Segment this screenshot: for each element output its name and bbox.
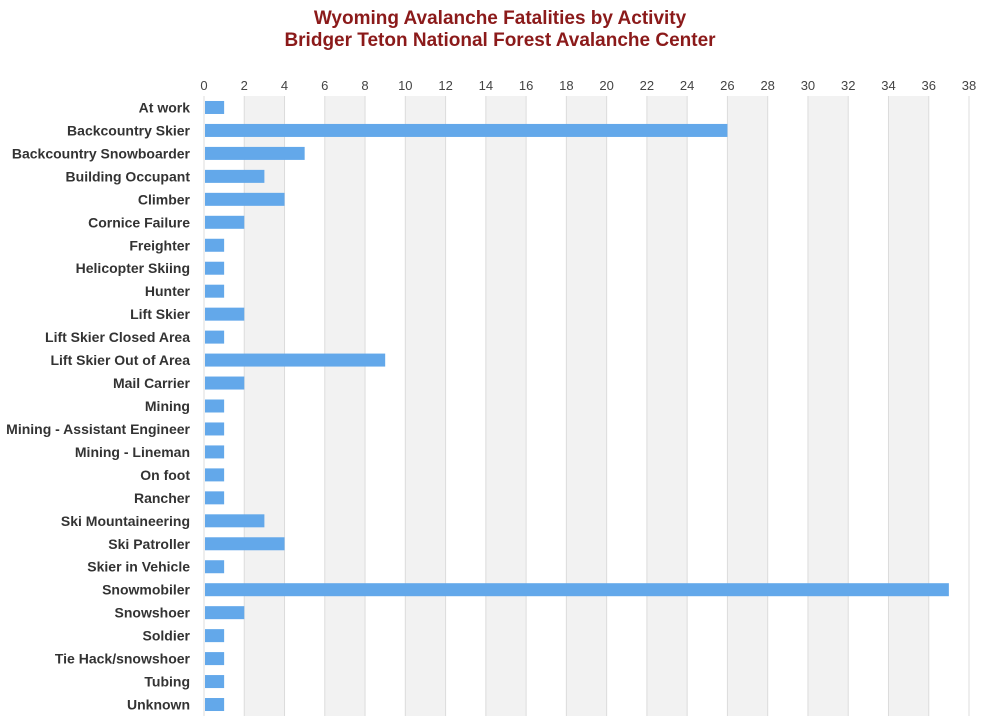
bar [205,238,225,252]
category-label: Climber [138,191,191,207]
chart-subtitle: Bridger Teton National Forest Avalanche … [284,30,716,51]
category-label: Cornice Failure [88,214,190,230]
bar [205,376,245,390]
grid-band [324,96,366,716]
x-tick-label: 32 [841,78,855,93]
x-tick-label: 22 [640,78,654,93]
category-label: Unknown [127,697,190,713]
grid-band [244,96,285,716]
x-tick-label: 24 [680,78,694,93]
x-tick-label: 28 [760,78,774,93]
x-tick-label: 0 [200,78,207,93]
bar [205,560,225,574]
grid-band [405,96,446,716]
category-label: Soldier [143,628,191,644]
grid-band [646,96,688,716]
category-label: Ski Mountaineering [61,513,190,529]
bar [205,100,225,114]
category-label: Backcountry Skier [67,122,190,138]
bar [205,514,265,528]
x-tick-label: 4 [281,78,288,93]
bar [205,491,225,505]
bar [205,330,225,344]
category-label: Tie Hack/snowshoer [55,651,191,667]
category-label: Freighter [129,237,190,253]
category-label: Helicopter Skiing [76,260,190,276]
x-tick-label: 36 [922,78,936,93]
category-label: Mining - Assistant Engineer [6,421,190,437]
bar [205,215,245,229]
category-label: Rancher [134,490,191,506]
x-tick-label: 2 [241,78,248,93]
bar [205,606,245,620]
x-tick-label: 10 [398,78,412,93]
x-tick-label: 20 [599,78,613,93]
x-tick-label: 34 [881,78,895,93]
bar [205,353,386,367]
category-label: Building Occupant [66,168,191,184]
bar [205,169,265,183]
chart-title: Wyoming Avalanche Fatalities by Activity [313,8,687,29]
x-tick-label: 14 [479,78,493,93]
grid-band [727,96,768,716]
bar [205,445,225,459]
category-label: Skier in Vehicle [87,559,190,575]
category-label: Mining - Lineman [75,444,190,460]
bar [205,629,225,643]
grid-band [485,96,527,716]
category-label: Snowmobiler [102,582,190,598]
bar [205,675,225,689]
category-label: Backcountry Snowboarder [12,145,191,161]
x-tick-label: 30 [801,78,815,93]
category-label: Lift Skier Out of Area [50,352,190,368]
category-label: Snowshoer [115,605,191,621]
category-label: Mining [145,398,190,414]
category-label: Hunter [145,283,191,299]
category-label: Mail Carrier [113,375,191,391]
x-tick-label: 6 [321,78,328,93]
x-tick-label: 18 [559,78,573,93]
bar [205,123,728,137]
bar [205,307,245,321]
bar [205,422,225,436]
category-label: Lift Skier [130,306,190,322]
bar [205,652,225,666]
bar [205,399,225,413]
x-tick-label: 12 [438,78,452,93]
x-tick-label: 16 [519,78,533,93]
category-label: On foot [140,467,190,483]
grid-band [888,96,929,716]
bar [205,284,225,298]
bar [205,698,225,712]
bar [205,583,949,597]
grid-band [807,96,849,716]
bar [205,468,225,482]
grid-band [566,96,607,716]
category-label: Lift Skier Closed Area [45,329,190,345]
bar [205,146,305,160]
category-label: Tubing [144,674,190,690]
x-tick-label: 8 [361,78,368,93]
bar [205,192,285,206]
category-label: At work [139,99,191,115]
category-label: Ski Patroller [108,536,190,552]
bar [205,537,285,551]
x-tick-label: 38 [962,78,976,93]
bar [205,261,225,275]
x-tick-label: 26 [720,78,734,93]
